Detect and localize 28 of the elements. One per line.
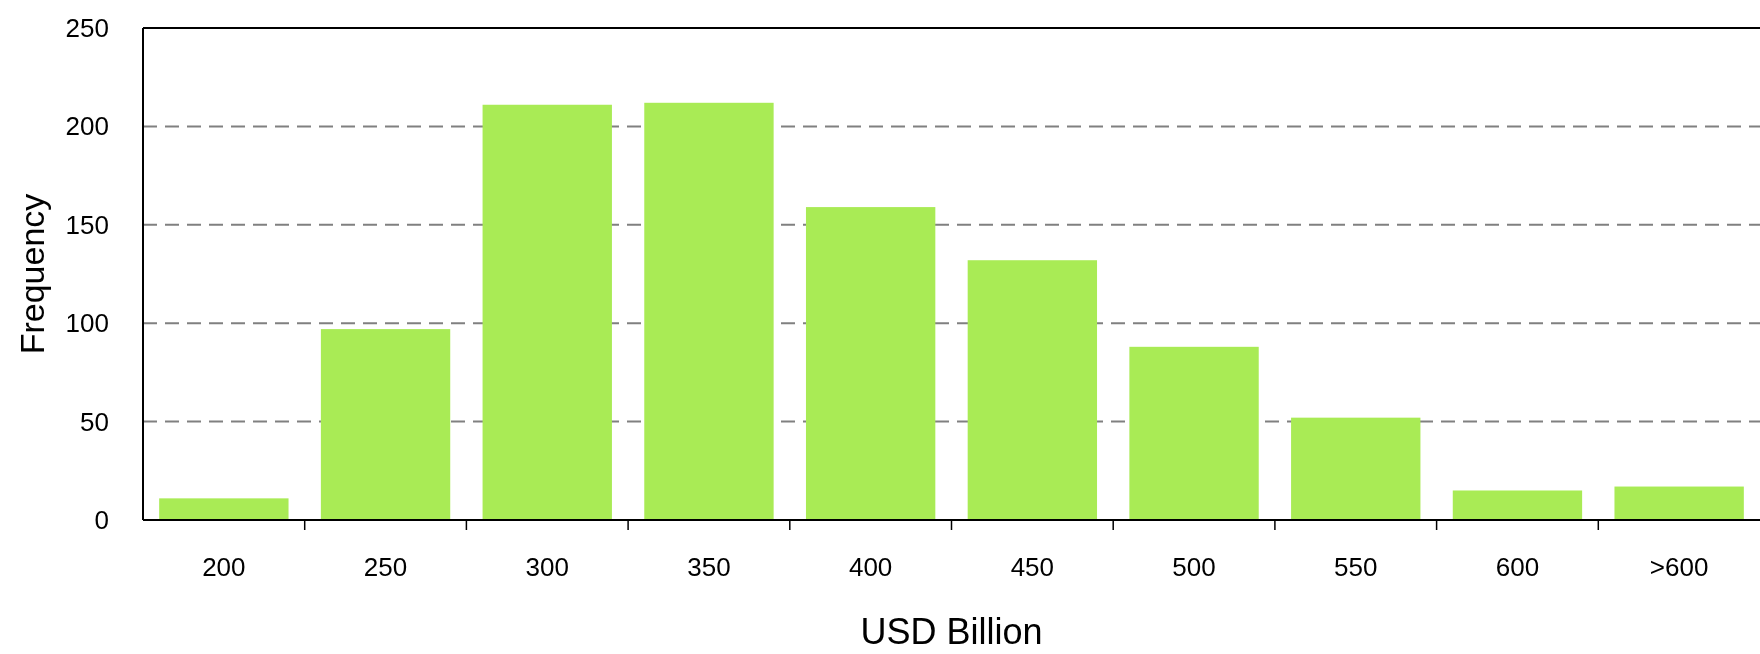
y-tick-label: 200: [65, 111, 109, 142]
bar: [159, 498, 289, 520]
x-tick-label: 200: [202, 552, 246, 582]
y-tick-label: 50: [80, 406, 109, 437]
bar: [644, 102, 774, 520]
y-axis-title: Frequency: [13, 193, 51, 355]
x-axis-title: USD Billion: [860, 611, 1043, 652]
x-tick-label: 500: [1172, 552, 1216, 582]
y-tick-label: 100: [65, 308, 109, 339]
bar: [1129, 346, 1259, 520]
bar: [1291, 417, 1421, 520]
y-tick-label: 150: [65, 209, 109, 240]
bar: [1614, 486, 1744, 520]
bar: [320, 329, 451, 520]
x-tick-label: 400: [848, 552, 893, 582]
x-tick-label: 450: [1010, 552, 1055, 582]
x-tick-label: 250: [363, 552, 408, 582]
x-tick-label: 550: [1334, 552, 1378, 582]
bar: [805, 207, 936, 520]
x-tick-label: >600: [1649, 552, 1709, 582]
bar: [1452, 490, 1583, 520]
x-tick-label: 300: [525, 552, 569, 582]
x-tick-label: 350: [687, 552, 731, 582]
y-tick-label: 0: [94, 505, 109, 535]
y-tick-label: 250: [65, 13, 109, 43]
bar: [482, 104, 612, 520]
x-tick-label: 600: [1495, 552, 1540, 582]
bar: [967, 260, 1098, 520]
